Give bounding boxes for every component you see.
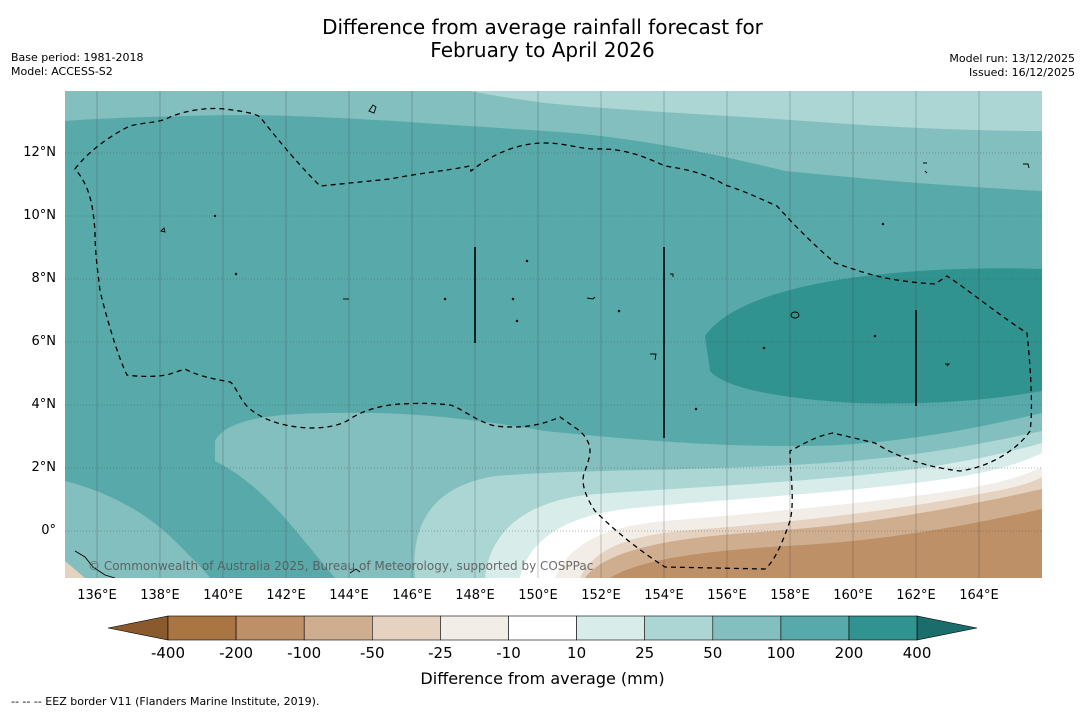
eez-footnote: -- -- -- EEZ border V11 (Flanders Marine… xyxy=(11,695,320,708)
colorbar-segment xyxy=(167,615,237,641)
meridians xyxy=(96,91,980,578)
y-tick-label: 8°N xyxy=(31,271,57,286)
model-run-date: Model run: 13/12/2025 xyxy=(949,52,1075,65)
colorbar-tick-label: -25 xyxy=(428,644,453,662)
colorbar-segment xyxy=(644,615,714,641)
base-period: Base period: 1981-2018 xyxy=(11,51,144,64)
colorbar-tick-label: -400 xyxy=(150,644,186,662)
x-tick-label: 138°E xyxy=(140,588,180,603)
colorbar-tick-label: -10 xyxy=(496,644,521,662)
x-tick-label: 162°E xyxy=(896,588,936,603)
x-tick-label: 148°E xyxy=(455,588,495,603)
issued-date: Issued: 16/12/2025 xyxy=(968,66,1075,79)
x-tick-label: 136°E xyxy=(77,588,117,603)
y-tick-label: 12°N xyxy=(23,145,56,160)
colorbar-tick-label: 100 xyxy=(766,644,796,662)
zone-west-100 xyxy=(65,481,210,578)
y-tick-label: 4°N xyxy=(31,397,57,412)
colorbar-segment xyxy=(440,615,509,641)
chart-title-line-1: Difference from average rainfall forecas… xyxy=(322,15,763,39)
colorbar-tick-label: 200 xyxy=(834,644,864,662)
x-tick-label: 152°E xyxy=(581,588,621,603)
y-tick-label: 10°N xyxy=(23,208,56,223)
colorbar-segment xyxy=(848,615,918,641)
colorbar-title: Difference from average (mm) xyxy=(420,669,665,688)
colorbar-segment xyxy=(576,615,645,641)
colorbar-tick-label: 50 xyxy=(703,644,723,662)
y-tick-label: 0° xyxy=(41,523,56,538)
colorbar-tick-label: -200 xyxy=(219,644,254,662)
colorbar-tick-label: -50 xyxy=(360,644,385,662)
y-tick-label: 2°N xyxy=(31,460,57,475)
zone-200 xyxy=(705,268,1042,404)
rainfall-map xyxy=(65,91,1042,578)
copyright-notice: © Commonwealth of Australia 2025, Bureau… xyxy=(88,559,594,573)
x-tick-label: 158°E xyxy=(770,588,810,603)
x-tick-label: 150°E xyxy=(518,588,558,603)
colorbar-extend-low xyxy=(107,615,169,641)
colorbar-segment xyxy=(780,615,850,641)
x-tick-label: 142°E xyxy=(266,588,306,603)
colorbar-tick-label: 10 xyxy=(567,644,587,662)
colorbar-tick-label: 25 xyxy=(635,644,655,662)
base-info: Base period: 1981-2018 Model: ACCESS-S2 xyxy=(11,51,143,79)
colorbar-extend-high xyxy=(916,615,978,641)
zone-sw-corner xyxy=(65,561,85,578)
x-tick-label: 140°E xyxy=(203,588,243,603)
x-tick-label: 156°E xyxy=(707,588,747,603)
run-info: Model run: 13/12/2025 Issued: 16/12/2025 xyxy=(949,52,1075,80)
x-tick-label: 160°E xyxy=(833,588,873,603)
colorbar xyxy=(107,615,978,641)
x-tick-label: 146°E xyxy=(392,588,432,603)
eez-border-palau-fsm xyxy=(74,107,1033,570)
zone-north-50 xyxy=(470,91,1042,131)
colorbar-segment xyxy=(712,615,782,641)
x-tick-label: 164°E xyxy=(959,588,999,603)
colorbar-segment xyxy=(371,615,441,641)
model-name: Model: ACCESS-S2 xyxy=(11,65,113,78)
colorbar-tick-label: 400 xyxy=(902,644,932,662)
x-tick-label: 154°E xyxy=(644,588,684,603)
graticule xyxy=(65,152,1042,532)
colorbar-segment xyxy=(235,615,305,641)
zone-minus-100 xyxy=(610,509,1042,578)
colorbar-segment xyxy=(508,615,577,641)
chart-title-line-2: February to April 2026 xyxy=(430,38,655,62)
colorbar-tick-label: -100 xyxy=(287,644,322,662)
islands xyxy=(74,104,1030,578)
x-tick-label: 144°E xyxy=(329,588,369,603)
y-tick-label: 6°N xyxy=(31,334,57,349)
colorbar-segment xyxy=(303,615,373,641)
